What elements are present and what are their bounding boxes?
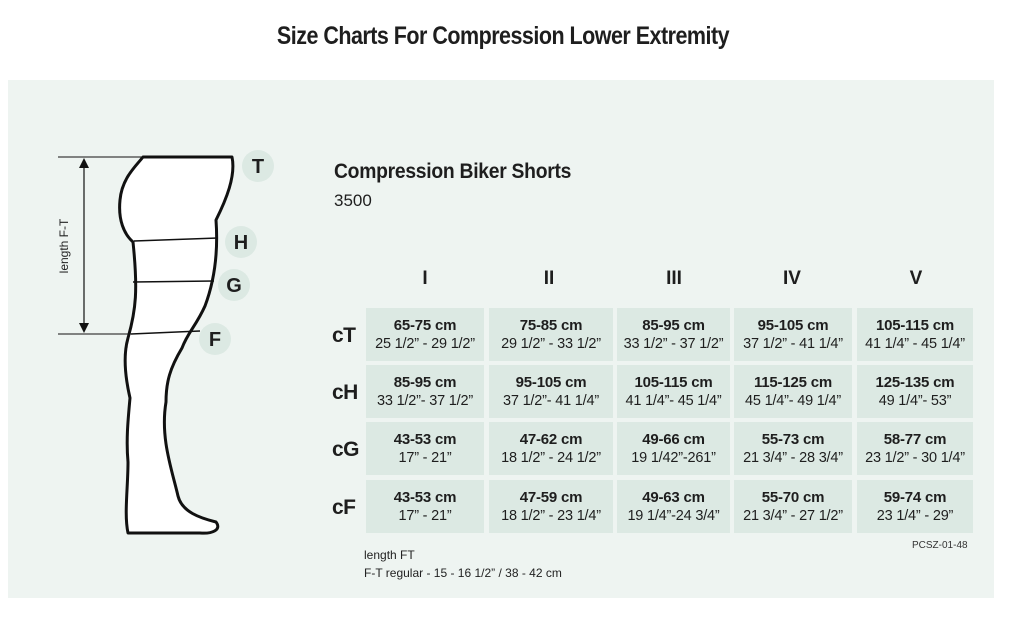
- column-header-1: I: [422, 268, 428, 289]
- cell-cm: 105-115 cm: [875, 317, 955, 334]
- cell-inches: 29 1/2” - 33 1/2”: [501, 336, 601, 352]
- cell-inches: 23 1/2” - 30 1/4”: [865, 450, 965, 466]
- size-cell: 43-53 cm 17” - 21”: [366, 422, 484, 475]
- cell-inches: 49 1/4”- 53”: [878, 393, 952, 409]
- document-code: PCSZ-01-48: [912, 540, 968, 551]
- cell-inches: 37 1/2”- 41 1/4”: [503, 393, 599, 409]
- cell-inches: 21 3/4” - 28 3/4”: [743, 450, 843, 466]
- page-title: Size Charts For Compression Lower Extrem…: [276, 22, 730, 50]
- size-cell: 125-135 cm 49 1/4”- 53”: [857, 365, 973, 418]
- cell-cm: 115-125 cm: [753, 374, 833, 391]
- cell-cm: 58-77 cm: [883, 431, 947, 448]
- size-cell: 105-115 cm 41 1/4” - 45 1/4”: [857, 308, 973, 361]
- length-note-value: F-T regular - 15 - 16 1/2” / 38 - 42 cm: [364, 566, 562, 580]
- size-cell: 55-73 cm 21 3/4” - 28 3/4”: [734, 422, 852, 475]
- column-header-2: II: [543, 268, 555, 289]
- size-cell: 85-95 cm 33 1/2”- 37 1/2”: [366, 365, 484, 418]
- cell-cm: 95-105 cm: [757, 317, 829, 334]
- cell-inches: 19 1/42”-261”: [631, 450, 716, 466]
- row-header-ct: cT: [332, 324, 356, 347]
- marker-g-badge: [218, 269, 250, 301]
- product-name: Compression Biker Shorts: [334, 160, 572, 183]
- marker-f-label: F: [209, 329, 221, 351]
- size-cell: 49-66 cm 19 1/42”-261”: [617, 422, 730, 475]
- cell-inches: 37 1/2” - 41 1/4”: [743, 336, 843, 352]
- cell-cm: 43-53 cm: [393, 489, 457, 506]
- cell-cm: 55-70 cm: [761, 489, 825, 506]
- column-header-4: IV: [783, 268, 801, 289]
- length-label: length F-T: [57, 218, 71, 273]
- marker-h-badge: [225, 226, 257, 258]
- cell-cm: 49-66 cm: [642, 431, 705, 448]
- size-cell: 55-70 cm 21 3/4” - 27 1/2”: [734, 480, 852, 533]
- column-header-3: III: [666, 268, 682, 289]
- cell-inches: 18 1/2” - 23 1/4”: [501, 508, 601, 524]
- cell-cm: 85-95 cm: [393, 374, 457, 391]
- arrow-down-icon: [79, 323, 89, 333]
- cell-inches: 23 1/4” - 29”: [876, 508, 954, 524]
- cell-inches: 41 1/4” - 45 1/4”: [865, 336, 965, 352]
- row-header-ch: cH: [332, 381, 358, 404]
- size-cell: 75-85 cm 29 1/2” - 33 1/2”: [489, 308, 613, 361]
- size-cell: 105-115 cm 41 1/4”- 45 1/4”: [617, 365, 730, 418]
- cell-cm: 75-85 cm: [519, 317, 583, 334]
- size-cell: 43-53 cm 17” - 21”: [366, 480, 484, 533]
- marker-h-label: H: [234, 232, 248, 254]
- cell-cm: 95-105 cm: [515, 374, 587, 391]
- cell-inches: 19 1/4”-24 3/4”: [627, 508, 720, 524]
- cell-inches: 17” - 21”: [398, 450, 452, 466]
- size-cell: 95-105 cm 37 1/2” - 41 1/4”: [734, 308, 852, 361]
- row-header-cg: cG: [332, 438, 360, 461]
- size-cell: 95-105 cm 37 1/2”- 41 1/4”: [489, 365, 613, 418]
- leg-outline: [118, 155, 235, 535]
- size-cell: 47-62 cm 18 1/2” - 24 1/2”: [489, 422, 613, 475]
- cell-cm: 125-135 cm: [875, 374, 955, 391]
- size-cell: 65-75 cm 25 1/2” - 29 1/2”: [366, 308, 484, 361]
- cell-cm: 47-62 cm: [519, 431, 583, 448]
- arrow-up-icon: [79, 158, 89, 168]
- line-f: [130, 330, 201, 335]
- cell-inches: 25 1/2” - 29 1/2”: [375, 336, 475, 352]
- cell-cm: 43-53 cm: [393, 431, 457, 448]
- cell-inches: 41 1/4”- 45 1/4”: [625, 393, 722, 409]
- product-code: 3500: [334, 191, 372, 210]
- cell-inches: 45 1/4”- 49 1/4”: [745, 393, 841, 409]
- marker-f-badge: [199, 323, 231, 355]
- cell-cm: 47-59 cm: [519, 489, 583, 506]
- marker-g-label: G: [226, 275, 242, 297]
- size-cell: 47-59 cm 18 1/2” - 23 1/4”: [489, 480, 613, 533]
- size-cell: 49-63 cm 19 1/4”-24 3/4”: [617, 480, 730, 533]
- cell-cm: 49-63 cm: [642, 489, 705, 506]
- size-cell: 59-74 cm 23 1/4” - 29”: [857, 480, 973, 533]
- cell-inches: 17” - 21”: [398, 508, 452, 524]
- length-note-heading: length FT: [364, 548, 415, 562]
- cell-cm: 105-115 cm: [634, 374, 713, 391]
- cell-cm: 65-75 cm: [393, 317, 457, 334]
- leg-diagram: length F-T T H G F: [57, 150, 274, 535]
- cell-inches: 33 1/2” - 37 1/2”: [623, 336, 724, 352]
- cell-inches: 21 3/4” - 27 1/2”: [743, 508, 843, 524]
- cell-inches: 33 1/2”- 37 1/2”: [377, 393, 473, 409]
- cell-cm: 55-73 cm: [761, 431, 825, 448]
- marker-t-label: T: [252, 156, 264, 178]
- line-g: [132, 280, 215, 283]
- cell-cm: 85-95 cm: [642, 317, 705, 334]
- column-header-5: V: [909, 268, 923, 289]
- cell-inches: 18 1/2” - 24 1/2”: [501, 450, 601, 466]
- row-header-cf: cF: [332, 496, 356, 519]
- size-cell: 115-125 cm 45 1/4”- 49 1/4”: [734, 365, 852, 418]
- size-cell: 58-77 cm 23 1/2” - 30 1/4”: [857, 422, 973, 475]
- line-h: [133, 237, 219, 242]
- size-cell: 85-95 cm 33 1/2” - 37 1/2”: [617, 308, 730, 361]
- cell-cm: 59-74 cm: [883, 489, 947, 506]
- marker-t-badge: [242, 150, 274, 182]
